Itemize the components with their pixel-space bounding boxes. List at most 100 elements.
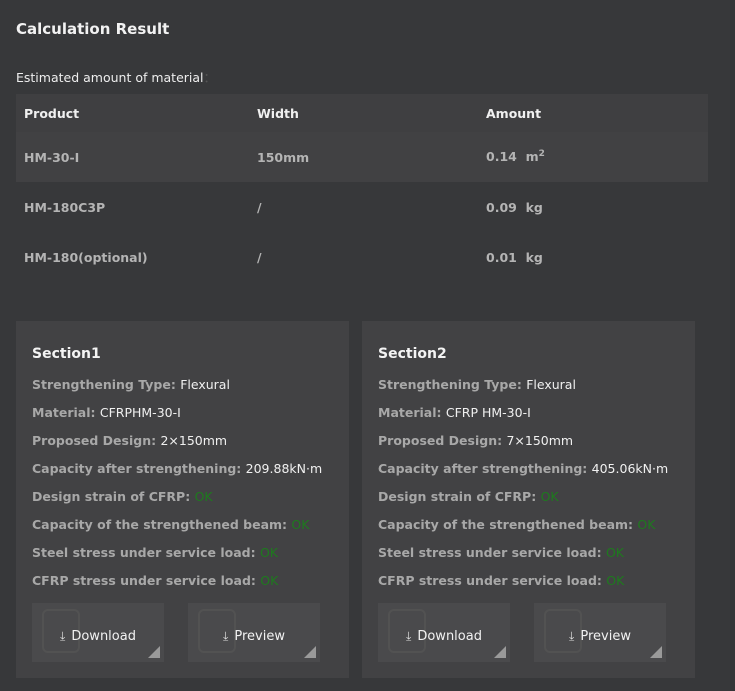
download-button[interactable]: ⤓ Download	[32, 603, 164, 662]
field-label: Capacity of the strengthened beam:	[378, 517, 634, 532]
strengthening-type: Strengthening Type: Flexural	[378, 377, 576, 392]
cell-amount: 0.09 kg	[478, 182, 708, 232]
status-ok: OK	[606, 573, 625, 588]
material: Material: CFRP HM-30-I	[378, 405, 531, 420]
capacity-after: Capacity after strengthening: 209.88kN·m	[32, 461, 322, 476]
amount-value: 0.01	[486, 249, 517, 265]
table-row: HM-180C3P / 0.09 kg	[16, 182, 708, 232]
material-table: Product Width Amount HM-30-I 150mm 0.14 …	[16, 94, 708, 282]
unit-exponent: 2	[538, 149, 545, 160]
field-label: Steel stress under service load:	[378, 545, 602, 560]
field-label: Steel stress under service load:	[32, 545, 256, 560]
field-value: 7×150mm	[506, 433, 574, 448]
cell-amount: 0.14 m2	[478, 132, 708, 182]
material: Material: CFRPHM-30-I	[32, 405, 181, 420]
design-strain: Design strain of CFRP: OK	[32, 489, 213, 504]
preview-button[interactable]: ⤓ Preview	[188, 603, 320, 662]
cell-width: /	[257, 249, 262, 265]
table-row: HM-30-I 150mm 0.14 m2	[16, 132, 708, 182]
field-label: Material:	[32, 405, 96, 420]
calculator-watermark-icon	[42, 609, 80, 653]
header-amount: Amount	[478, 94, 708, 132]
download-icon: ⤓	[406, 629, 412, 643]
download-icon: ⤓	[60, 629, 66, 643]
download-icon: ⤓	[569, 629, 575, 643]
button-label: Preview	[234, 629, 285, 644]
steel-stress: Steel stress under service load: OK	[32, 545, 278, 560]
subtitle-colon: ：	[203, 70, 217, 85]
field-value: CFRPHM-30-I	[99, 405, 181, 420]
calculator-watermark-icon	[198, 609, 236, 653]
status-ok: OK	[540, 489, 559, 504]
amount-unit: m	[525, 149, 539, 165]
corner-triangle-icon	[148, 646, 160, 658]
status-ok: OK	[637, 517, 656, 532]
cfrp-stress: CFRP stress under service load: OK	[32, 573, 278, 588]
download-icon: ⤓	[223, 629, 229, 643]
field-value: Flexural	[180, 377, 230, 392]
field-label: Strengthening Type:	[378, 377, 522, 392]
corner-triangle-icon	[650, 646, 662, 658]
field-value: 405.06kN·m	[591, 461, 669, 476]
field-label: Material:	[378, 405, 442, 420]
section-card: Section1 Strengthening Type: Flexural Ma…	[16, 321, 349, 678]
table-row: HM-180(optional) / 0.01 kg	[16, 232, 708, 282]
cell-product: HM-30-I	[16, 132, 249, 182]
amount-value: 0.14	[486, 149, 517, 165]
field-label: Capacity after strengthening:	[378, 461, 588, 476]
button-label: Download	[417, 629, 482, 644]
section-card: Section2 Strengthening Type: Flexural Ma…	[362, 321, 695, 678]
status-ok: OK	[194, 489, 213, 504]
field-label: Strengthening Type:	[32, 377, 176, 392]
button-label: Download	[71, 629, 136, 644]
download-button[interactable]: ⤓ Download	[378, 603, 510, 662]
design-strain: Design strain of CFRP: OK	[378, 489, 559, 504]
header-product: Product	[16, 94, 249, 132]
amount-unit: kg	[525, 249, 543, 265]
field-value: 2×150mm	[160, 433, 228, 448]
scrollbar[interactable]	[730, 0, 735, 691]
button-label: Preview	[580, 629, 631, 644]
capacity-after: Capacity after strengthening: 405.06kN·m	[378, 461, 668, 476]
cell-width: 150mm	[249, 132, 478, 182]
cfrp-stress: CFRP stress under service load: OK	[378, 573, 624, 588]
field-label: Proposed Design:	[32, 433, 157, 448]
field-label: Capacity after strengthening:	[32, 461, 242, 476]
amount-unit: kg	[525, 199, 543, 215]
status-ok: OK	[605, 545, 625, 560]
subtitle-text: Estimated amount of material	[16, 70, 204, 85]
strengthening-type: Strengthening Type: Flexural	[32, 377, 230, 392]
status-ok: OK	[259, 545, 279, 560]
field-label: Proposed Design:	[378, 433, 503, 448]
corner-triangle-icon	[494, 646, 506, 658]
cell-product: HM-180C3P	[24, 199, 106, 215]
section-title: Section2	[378, 346, 447, 362]
page-title: Calculation Result	[16, 20, 170, 38]
field-label: Design strain of CFRP:	[32, 489, 191, 504]
field-label: CFRP stress under service load:	[378, 573, 602, 588]
cell-amount: 0.01 kg	[478, 232, 708, 282]
status-ok: OK	[291, 517, 310, 532]
status-ok: OK	[260, 573, 279, 588]
field-label: CFRP stress under service load:	[32, 573, 256, 588]
field-value: CFRP HM-30-I	[445, 405, 531, 420]
proposed-design: Proposed Design: 7×150mm	[378, 433, 573, 448]
field-value: 209.88kN·m	[245, 461, 323, 476]
cell-width: /	[257, 199, 262, 215]
corner-triangle-icon	[304, 646, 316, 658]
beam-capacity: Capacity of the strengthened beam: OK	[378, 517, 655, 532]
beam-capacity: Capacity of the strengthened beam: OK	[32, 517, 309, 532]
material-estimate-label: Estimated amount of material：	[16, 67, 216, 86]
calculator-watermark-icon	[388, 609, 426, 653]
table-header: Product Width Amount	[16, 94, 708, 132]
preview-button[interactable]: ⤓ Preview	[534, 603, 666, 662]
proposed-design: Proposed Design: 2×150mm	[32, 433, 227, 448]
amount-value: 0.09	[486, 199, 517, 215]
calculator-watermark-icon	[544, 609, 582, 653]
header-width: Width	[249, 94, 478, 132]
steel-stress: Steel stress under service load: OK	[378, 545, 624, 560]
field-label: Design strain of CFRP:	[378, 489, 537, 504]
field-label: Capacity of the strengthened beam:	[32, 517, 288, 532]
field-value: Flexural	[526, 377, 576, 392]
section-title: Section1	[32, 346, 101, 362]
